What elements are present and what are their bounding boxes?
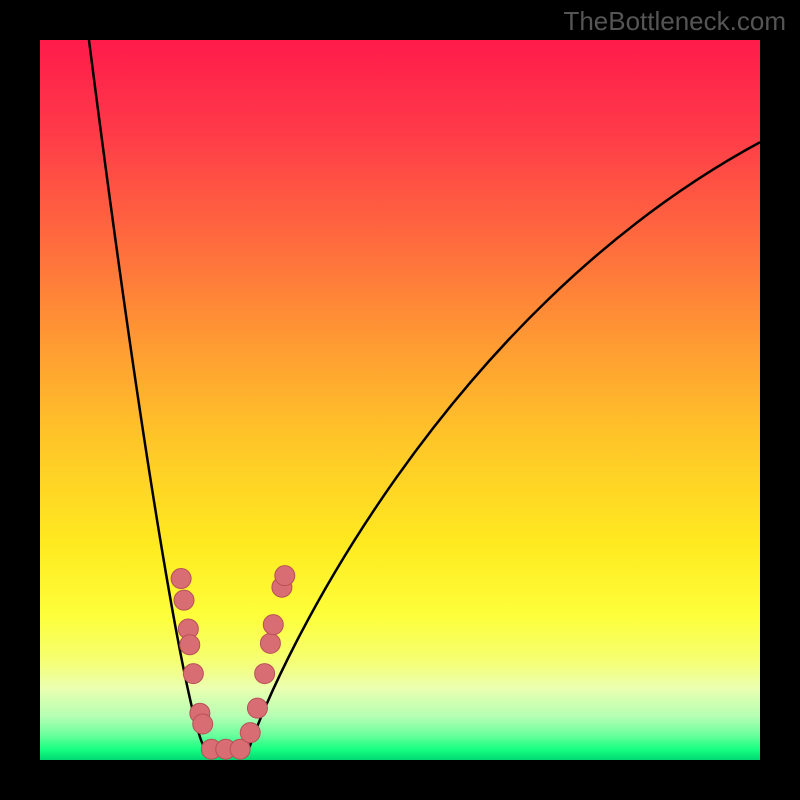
- data-marker: [247, 698, 267, 718]
- data-marker: [174, 590, 194, 610]
- data-marker: [240, 723, 260, 743]
- data-marker: [255, 664, 275, 684]
- chart-root: TheBottleneck.com: [0, 0, 800, 800]
- data-marker: [263, 615, 283, 635]
- curve-layer: [40, 40, 760, 760]
- watermark-text: TheBottleneck.com: [563, 6, 786, 37]
- data-marker: [171, 569, 191, 589]
- data-marker: [180, 635, 200, 655]
- data-marker: [193, 714, 213, 734]
- data-marker: [260, 633, 280, 653]
- data-marker: [275, 566, 295, 586]
- plot-area: [40, 40, 760, 760]
- data-marker: [183, 664, 203, 684]
